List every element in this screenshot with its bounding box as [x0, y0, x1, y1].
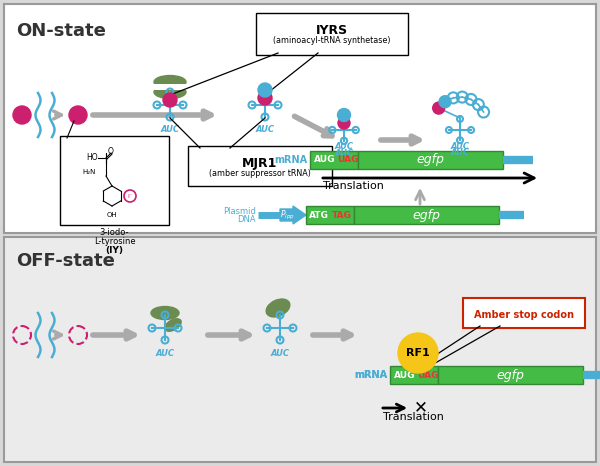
Text: Amber stop codon: Amber stop codon [474, 310, 574, 320]
Text: Plasmid: Plasmid [223, 206, 256, 215]
Text: egfp: egfp [497, 369, 524, 382]
FancyBboxPatch shape [4, 4, 596, 233]
Text: H₂N: H₂N [82, 169, 95, 175]
Text: mRNA: mRNA [274, 155, 307, 165]
Text: $P_{lpp}$: $P_{lpp}$ [280, 208, 295, 221]
Text: 3-iodo-: 3-iodo- [100, 228, 129, 237]
Text: Translation: Translation [383, 412, 444, 422]
Text: AUC: AUC [256, 125, 275, 135]
Text: I⁻: I⁻ [127, 193, 133, 199]
Text: RF1: RF1 [406, 348, 430, 358]
Text: IYRS: IYRS [316, 24, 348, 37]
Text: AUC: AUC [155, 349, 175, 357]
Text: DNA: DNA [238, 214, 256, 224]
Text: UAG: UAG [337, 156, 359, 164]
Circle shape [258, 91, 272, 105]
Text: AUG: AUG [314, 156, 335, 164]
FancyArrow shape [280, 206, 306, 224]
Text: UAG: UAG [417, 370, 439, 379]
Text: TAG: TAG [332, 211, 352, 219]
Text: L-tyrosine: L-tyrosine [94, 237, 136, 246]
FancyBboxPatch shape [60, 136, 169, 225]
Text: egfp: egfp [416, 153, 445, 166]
Text: OH: OH [107, 212, 118, 218]
FancyBboxPatch shape [354, 206, 499, 224]
Text: O: O [108, 146, 114, 156]
Text: MJR1: MJR1 [242, 157, 278, 170]
FancyBboxPatch shape [358, 151, 503, 169]
Text: OFF-state: OFF-state [16, 252, 115, 270]
Text: AUC: AUC [161, 125, 179, 135]
Text: (amber suppressor tRNA): (amber suppressor tRNA) [209, 169, 311, 178]
Text: egfp: egfp [413, 208, 440, 221]
Text: AUC: AUC [335, 149, 353, 158]
Text: AUG: AUG [394, 370, 415, 379]
Circle shape [258, 83, 272, 97]
Text: AUC: AUC [335, 142, 353, 151]
FancyBboxPatch shape [188, 146, 332, 186]
Text: ON-state: ON-state [16, 22, 106, 40]
Text: ATG: ATG [309, 211, 329, 219]
Text: (aminoacyl-tRNA synthetase): (aminoacyl-tRNA synthetase) [273, 36, 391, 45]
Circle shape [433, 102, 445, 114]
Text: AUC: AUC [451, 142, 470, 151]
Text: AUC: AUC [451, 148, 470, 157]
Text: mRNA: mRNA [354, 370, 387, 380]
Text: AUC: AUC [271, 349, 290, 357]
Ellipse shape [165, 319, 181, 331]
Text: ✕: ✕ [414, 398, 428, 416]
Ellipse shape [154, 85, 186, 98]
Text: HO: HO [86, 153, 98, 163]
Circle shape [163, 93, 177, 107]
FancyBboxPatch shape [438, 366, 583, 384]
FancyBboxPatch shape [4, 237, 596, 462]
FancyBboxPatch shape [390, 366, 438, 384]
Circle shape [13, 106, 31, 124]
Text: mRNA: mRNA [354, 370, 387, 380]
Ellipse shape [151, 307, 179, 320]
FancyBboxPatch shape [256, 13, 408, 55]
Circle shape [398, 333, 438, 373]
FancyBboxPatch shape [463, 298, 585, 328]
Circle shape [69, 106, 87, 124]
Ellipse shape [266, 299, 290, 317]
Text: (IY): (IY) [106, 246, 124, 255]
Bar [154, 84, 186, 90]
Circle shape [439, 96, 451, 108]
Ellipse shape [154, 75, 186, 89]
Circle shape [337, 109, 350, 122]
FancyBboxPatch shape [310, 151, 358, 169]
Text: Translation: Translation [323, 181, 384, 191]
Circle shape [338, 117, 350, 129]
FancyBboxPatch shape [306, 206, 354, 224]
